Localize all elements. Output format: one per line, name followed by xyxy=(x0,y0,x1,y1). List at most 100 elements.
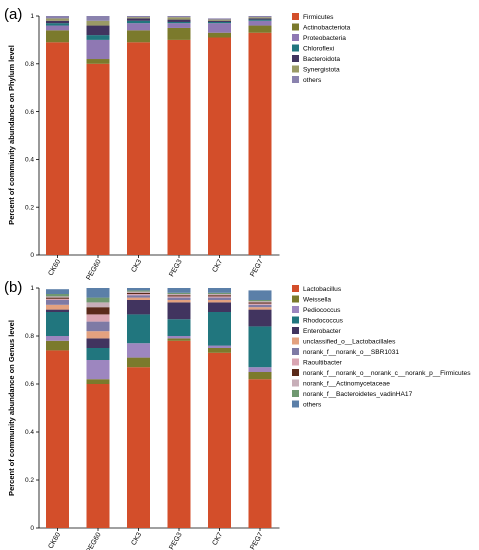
bar-segment-bacteroidota xyxy=(208,20,231,22)
panel-a-letter: (a) xyxy=(4,6,22,23)
legend-label: Enterobacter xyxy=(303,328,342,335)
x-tick-label: CK3 xyxy=(130,531,143,546)
bar-segment-norank-f-norank-o-norank-c-norank-p-firmicutes xyxy=(46,297,69,299)
legend-label: Rhodococcus xyxy=(303,318,344,325)
bar-segment-norank-f-bacteroidetes-vadinha17 xyxy=(86,297,110,303)
bar-segment-norank-f-bacteroidetes-vadinha17 xyxy=(248,300,272,302)
legend-label: Weissella xyxy=(303,297,331,304)
bar-segment-raoultibacter xyxy=(167,296,191,298)
bar-segment-enterobacter xyxy=(86,338,110,348)
bar-segment-lactobacillus xyxy=(208,352,231,528)
bar-segment-lactobacillus xyxy=(167,340,191,528)
legend-label: Proteobacteria xyxy=(303,35,346,42)
bar-segment-synergistota xyxy=(46,18,69,21)
bar-segment-chloroflexi xyxy=(86,35,110,40)
panel-b-y-axis-label: Percent of community abundance on Genus … xyxy=(7,320,16,496)
y-tick-label: 0 xyxy=(30,525,34,532)
legend-label: Chloroflexi xyxy=(303,46,335,53)
bar-segment-pediococcus xyxy=(248,367,272,372)
bar-segment-weissella xyxy=(46,340,69,351)
y-tick-label: 0.4 xyxy=(25,157,34,164)
bar-segment-weissella xyxy=(208,348,231,353)
legend-swatch xyxy=(292,348,299,355)
panel-a: (a) Percent of community abundance on Ph… xyxy=(4,6,351,282)
y-tick-label: 0.4 xyxy=(25,429,34,436)
bar-segment-bacteroidota xyxy=(127,18,150,21)
legend-label: Actinobacteriota xyxy=(303,25,351,32)
bar-segment-enterobacter xyxy=(127,300,150,315)
bar-segment-unclassified-o-lactobacillales xyxy=(248,307,272,310)
legend-swatch xyxy=(292,13,299,20)
legend-swatch xyxy=(292,295,299,303)
legend-swatch xyxy=(292,379,299,387)
bar-segment-pediococcus xyxy=(208,345,231,348)
bar-segment-norank-f-norank-o-norank-c-norank-p-firmicutes xyxy=(208,295,231,297)
panel-a-y-axis-label: Percent of community abundance on Phylum… xyxy=(7,45,16,225)
x-tick-label: CK7 xyxy=(211,258,224,273)
bar-segment-weissella xyxy=(86,379,110,384)
bar-segment-raoultibacter xyxy=(46,298,69,300)
legend-swatch xyxy=(292,316,299,324)
bar-segment-firmicutes xyxy=(46,42,69,255)
bar-segment-lactobacillus xyxy=(127,367,150,528)
bar-segment-bacteroidota xyxy=(86,25,110,36)
bar-segment-lactobacillus xyxy=(248,379,272,528)
y-tick-label: 0.6 xyxy=(25,381,34,388)
legend-swatch xyxy=(292,358,299,366)
bar-segment-weissella xyxy=(167,338,191,341)
panel-b-legend: Lactobacillus Weissella Pediococcus Rhodoco… xyxy=(292,285,471,409)
x-tick-label: PEG3 xyxy=(168,531,183,550)
legend-swatch xyxy=(292,327,299,334)
bar-segment-chloroflexi xyxy=(248,19,272,21)
bar-segment-norank-f-actinomycetaceae xyxy=(127,291,150,293)
bar-segment-proteobacteria xyxy=(86,39,110,60)
x-tick-label: CK60 xyxy=(47,531,62,550)
bar-segment-norank-f-norank-o-sbr1031 xyxy=(248,304,272,308)
bar-segment-rhodococcus xyxy=(127,314,150,344)
legend-swatch xyxy=(292,306,299,313)
bar-segment-others xyxy=(127,288,150,291)
x-tick-label: CK3 xyxy=(130,258,143,273)
bar-segment-unclassified-o-lactobacillales xyxy=(46,304,69,310)
x-tick-label: PEG7 xyxy=(249,258,264,278)
x-tick-label: PEG60 xyxy=(85,531,102,550)
legend-swatch xyxy=(292,337,299,345)
bar-segment-others xyxy=(167,288,191,293)
x-tick-label: CK7 xyxy=(211,531,224,546)
bar-segment-proteobacteria xyxy=(167,23,191,28)
bar-segment-norank-f-actinomycetaceae xyxy=(208,294,231,296)
bar-segment-firmicutes xyxy=(167,39,191,256)
bar-segment-pediococcus xyxy=(86,360,110,380)
bar-segment-rhodococcus xyxy=(167,319,191,336)
bar-segment-others xyxy=(86,16,110,21)
x-tick-label: PEG3 xyxy=(168,258,183,278)
panel-b: (b) Percent of community abundance on Ge… xyxy=(4,279,471,550)
bar-segment-synergistota xyxy=(248,17,272,19)
bar-segment-proteobacteria xyxy=(127,23,150,31)
y-tick-label: 0 xyxy=(30,252,34,259)
bar-segment-actinobacteriota xyxy=(86,59,110,64)
bar-segment-chloroflexi xyxy=(127,20,150,24)
bar-segment-others xyxy=(167,16,191,18)
legend-label: others xyxy=(303,402,322,409)
bar-segment-unclassified-o-lactobacillales xyxy=(86,331,110,339)
legend-label: norank_f__norank_o__SBR1031 xyxy=(303,349,399,356)
legend-swatch xyxy=(292,369,299,376)
bar-segment-norank-f-bacteroidetes-vadinha17 xyxy=(208,292,231,294)
bar-segment-raoultibacter xyxy=(127,294,150,296)
bar-segment-bacteroidota xyxy=(46,20,69,24)
bar-segment-others xyxy=(208,288,231,293)
bar-segment-enterobacter xyxy=(208,302,231,312)
bar-segment-proteobacteria xyxy=(248,20,272,26)
bar-segment-firmicutes xyxy=(127,42,150,255)
bar-segment-norank-f-norank-o-sbr1031 xyxy=(208,297,231,300)
bar-segment-others xyxy=(46,16,69,19)
bar-segment-rhodococcus xyxy=(46,312,69,336)
legend-swatch xyxy=(292,285,299,292)
bar-segment-unclassified-o-lactobacillales xyxy=(167,300,191,303)
bar-segment-norank-f-actinomycetaceae xyxy=(86,302,110,308)
bar-segment-others xyxy=(127,16,150,18)
bar-segment-raoultibacter xyxy=(86,314,110,322)
bar-segment-lactobacillus xyxy=(46,350,69,528)
legend-swatch xyxy=(292,44,299,52)
